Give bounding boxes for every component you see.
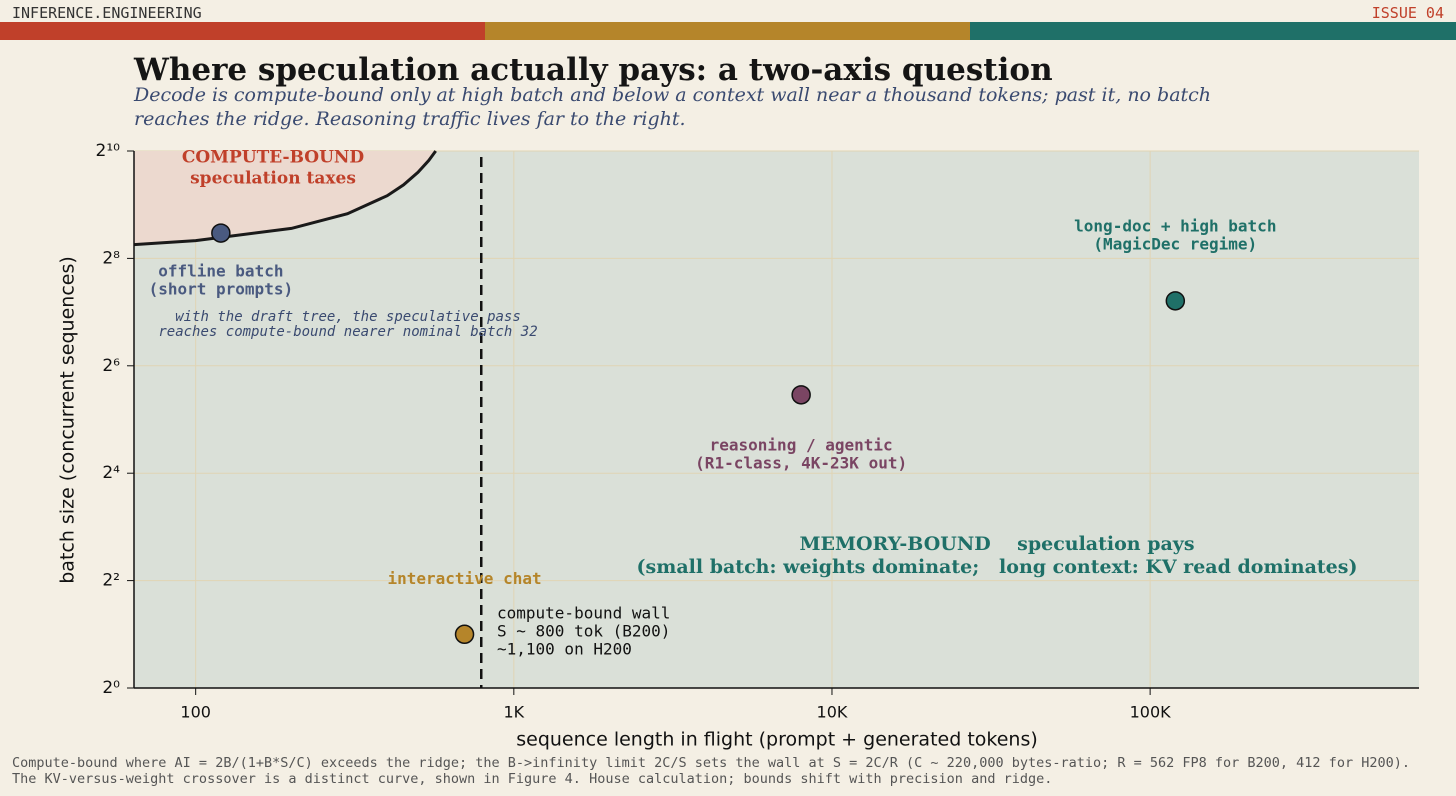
annotation: MEMORY-BOUND speculation pays <box>799 533 1194 555</box>
point-label: offline batch <box>158 262 283 281</box>
y-tick-label: 2⁸ <box>102 248 120 268</box>
y-tick-label: 2⁰ <box>102 678 120 698</box>
site-name: INFERENCE.ENGINEERING <box>12 4 202 22</box>
issue: ISSUE 04 <box>1371 4 1444 22</box>
annotation: S ~ 800 tok (B200) <box>497 622 670 641</box>
annotation: reaches compute-bound nearer nominal bat… <box>158 324 537 340</box>
annotation: with the draft tree, the speculative pas… <box>175 309 521 325</box>
y-tick-label: 2² <box>102 571 120 591</box>
footnote: Compute-bound where AI = 2B/(1+B*S/C) ex… <box>12 755 1410 787</box>
annotation: COMPUTE-BOUND <box>182 148 365 168</box>
x-tick-label: 100 <box>180 703 211 722</box>
point-label: (MagicDec regime) <box>1093 234 1257 253</box>
point-label: reasoning / agentic <box>710 435 893 454</box>
y-tick-label: 2¹⁰ <box>96 141 121 161</box>
data-point <box>454 624 475 645</box>
plot-area <box>134 151 1419 688</box>
x-tick-label: 1K <box>503 703 524 722</box>
compute-region <box>134 151 436 245</box>
x-tick-label: 10K <box>817 703 848 722</box>
annotation: speculation taxes <box>190 169 356 189</box>
annotation: (small batch: weights dominate; long con… <box>637 556 1358 578</box>
point-label: long-doc + high batch <box>1074 216 1276 235</box>
point-label: (short prompts) <box>149 280 294 299</box>
data-point <box>1165 291 1186 311</box>
annotation: ~1,100 on H200 <box>497 640 632 659</box>
x-axis-label: sequence length in flight (prompt + gene… <box>516 729 1038 751</box>
annotation: compute-bound wall <box>497 604 670 623</box>
x-tick-label: 100K <box>1130 703 1172 722</box>
chart-title: Where speculation actually pays: a two-a… <box>134 52 1053 88</box>
y-axis-label: batch size (concurrent sequences) <box>57 256 79 584</box>
y-tick-label: 2⁶ <box>102 356 120 376</box>
stripe <box>485 22 970 40</box>
chart-subtitle: Decode is compute-bound only at high bat… <box>134 84 1212 130</box>
point-label: interactive chat <box>387 569 541 588</box>
stripe <box>0 22 485 40</box>
data-point <box>791 385 811 405</box>
y-tick-label: 2⁴ <box>102 463 120 483</box>
data-point <box>211 223 231 243</box>
stripe <box>970 22 1456 40</box>
point-label: (R1-class, 4K-23K out) <box>695 453 907 472</box>
